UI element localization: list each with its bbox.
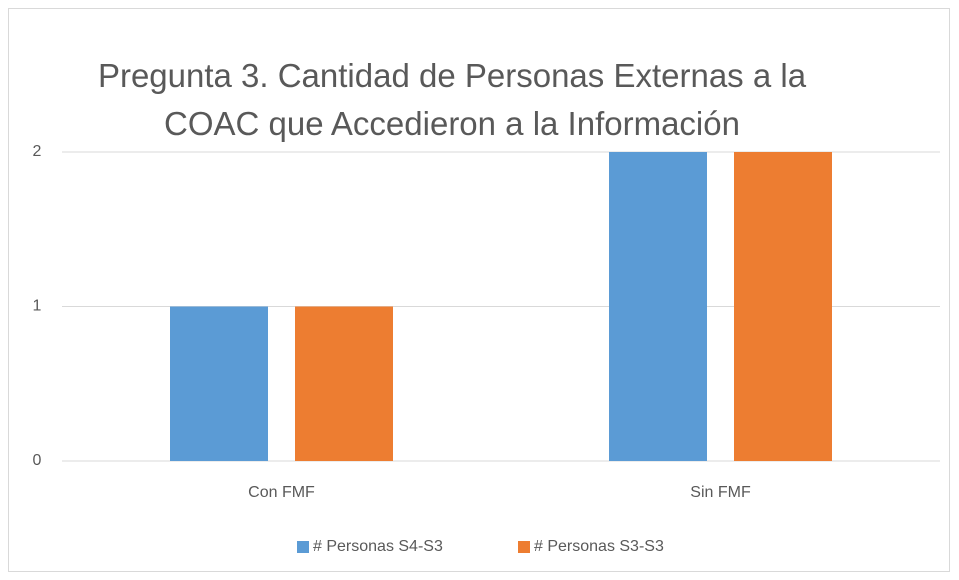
legend-label: # Personas S4-S3 — [313, 538, 443, 555]
x-tick-label: Sin FMF — [690, 484, 751, 501]
legend-swatch — [518, 541, 530, 553]
bar — [734, 152, 832, 461]
x-tick-label: Con FMF — [248, 484, 315, 501]
chart-title: Pregunta 3. Cantidad de Personas Externa… — [97, 57, 807, 142]
bar — [170, 306, 268, 461]
legend-label: # Personas S3-S3 — [534, 538, 664, 555]
y-tick-label: 1 — [33, 298, 42, 315]
bar — [609, 152, 707, 461]
bar — [295, 306, 393, 461]
y-tick-label: 0 — [33, 452, 42, 469]
y-tick-label: 2 — [33, 143, 42, 160]
legend-swatch — [297, 541, 309, 553]
